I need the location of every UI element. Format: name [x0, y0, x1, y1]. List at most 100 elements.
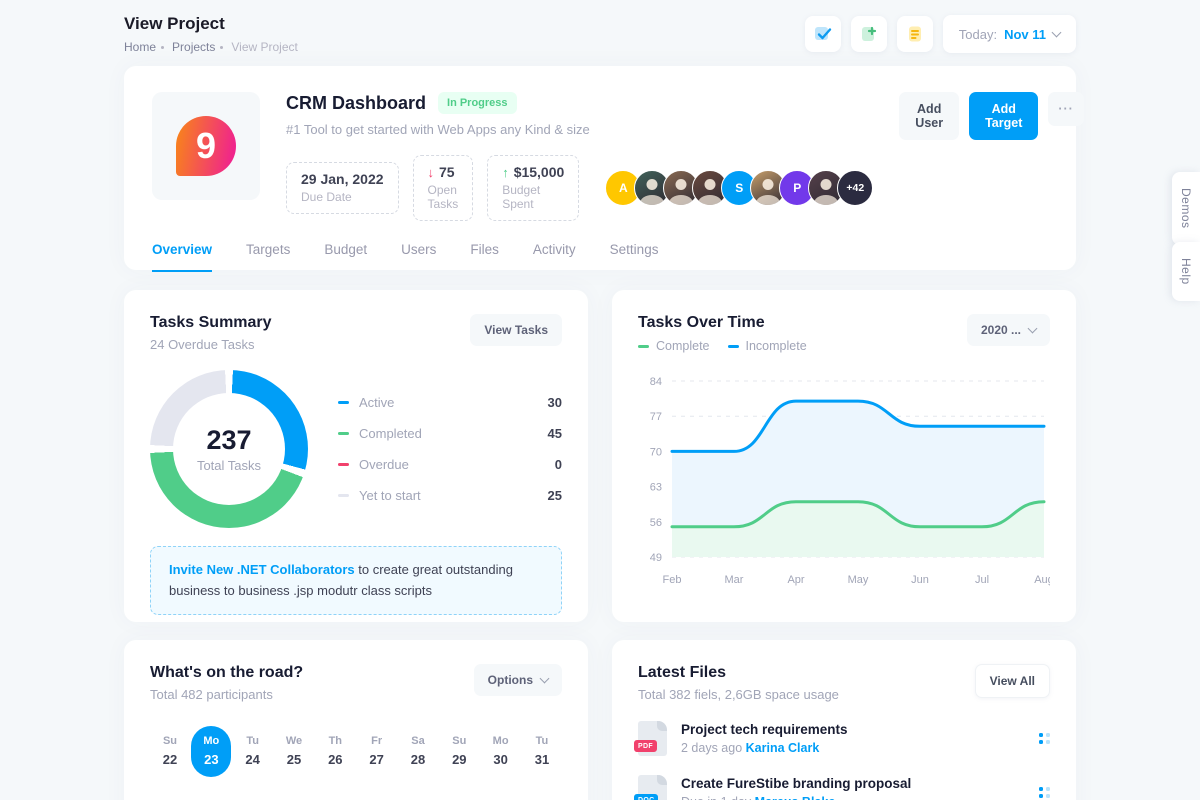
view-tasks-button[interactable]: View Tasks [470, 314, 562, 346]
tab-overview[interactable]: Overview [152, 227, 213, 272]
person-silhouette-icon [814, 195, 839, 205]
page-title: View Project [124, 14, 225, 33]
tasks-over-time-title: Tasks Over Time [638, 314, 765, 331]
svg-text:49: 49 [650, 552, 662, 564]
person-silhouette-icon [698, 195, 723, 205]
project-stat: 29 Jan, 2022 Due Date [286, 162, 399, 214]
legend-dash-icon [727, 344, 739, 348]
quick-add-file-button[interactable] [850, 16, 887, 52]
road-subtitle: Total 482 participants [150, 687, 273, 702]
donut-total-label: Total Tasks [196, 458, 262, 473]
page-header: View Project Home Projects View Project [124, 0, 1076, 66]
invite-collaborators-link[interactable]: Invite New .NET Collaborators [169, 562, 355, 577]
tab-targets[interactable]: Targets [246, 242, 291, 257]
day-number: 27 [369, 752, 384, 767]
file-row[interactable]: DOC Create FureStibe branding proposal Due… [634, 775, 1050, 800]
day-of-week: Su [452, 735, 467, 747]
legend-label: Incomplete [745, 339, 807, 353]
tab-files[interactable]: Files [470, 242, 499, 257]
legend-label: Active [359, 395, 395, 410]
legend-row: Completed 45 [338, 418, 562, 449]
project-name: CRM Dashboard [286, 92, 427, 113]
svg-text:May: May [848, 574, 869, 586]
day-number: 28 [410, 752, 426, 767]
chevron-down-icon [539, 673, 550, 683]
calendar-day-23[interactable]: Mo 23 [191, 726, 232, 777]
file-icon: PDF [634, 721, 667, 756]
day-of-week: Th [328, 735, 343, 747]
day-number: 26 [328, 752, 343, 767]
calendar-day-26[interactable]: Th 26 [315, 726, 355, 777]
avatar-more-count[interactable]: +42 [837, 170, 874, 206]
add-target-button[interactable]: Add Target [969, 92, 1039, 140]
breadcrumb-item[interactable]: Projects [172, 40, 216, 54]
avatar-group: A S P +42 [605, 170, 874, 206]
year-dropdown[interactable]: 2020 ... [966, 314, 1050, 346]
road-card: What's on the road? Total 482 participan… [124, 640, 588, 800]
legend-dash-icon [338, 432, 349, 435]
add-user-button[interactable]: Add User [899, 92, 960, 140]
calendar-day-22[interactable]: Su 22 [150, 726, 190, 777]
svg-text:Apr: Apr [787, 574, 804, 586]
help-side-tab[interactable]: Help [1172, 242, 1200, 301]
tab-settings[interactable]: Settings [609, 242, 659, 257]
person-silhouette-icon [820, 179, 832, 190]
file-menu-icon[interactable] [1039, 787, 1050, 798]
more-options-button[interactable]: ··· [1048, 92, 1084, 126]
stat-value: 29 Jan, 2022 [301, 171, 384, 187]
road-title: What's on the road? [150, 664, 304, 681]
avatar[interactable] [634, 170, 671, 206]
tab-users[interactable]: Users [401, 242, 437, 257]
calendar-strip: Su 22 Mo 23 Tu 24 We 25 Th 26 Fr 27 Sa 28 Su 29 Mo 30 Tu 31 [150, 726, 562, 777]
legend-value: 25 [547, 488, 562, 503]
tasks-donut-chart: 237 Total Tasks [150, 370, 308, 528]
avatar[interactable] [750, 170, 787, 206]
person-silhouette-icon [669, 195, 694, 205]
day-of-week: Mo [203, 735, 220, 747]
calendar-day-24[interactable]: Tu 24 [233, 726, 273, 777]
latest-files-title: Latest Files [638, 664, 727, 681]
file-row[interactable]: PDF Project tech requirements 2 days ago K… [634, 721, 1050, 756]
calendar-day-31[interactable]: Tu 31 [522, 726, 562, 777]
tab-activity[interactable]: Activity [532, 242, 576, 257]
day-number: 22 [162, 752, 178, 767]
day-number: 30 [493, 752, 508, 767]
calendar-day-25[interactable]: We 25 [274, 726, 314, 777]
calendar-day-29[interactable]: Su 29 [439, 726, 479, 777]
legend-row: Yet to start 25 [338, 480, 562, 511]
person-silhouette-icon [675, 179, 687, 190]
calendar-day-30[interactable]: Mo 30 [481, 726, 521, 777]
tab-budget[interactable]: Budget [324, 242, 368, 257]
calendar-day-28[interactable]: Sa 28 [398, 726, 438, 777]
breadcrumb: Home Projects View Project [124, 40, 298, 54]
legend-value: 30 [547, 395, 562, 410]
demos-side-tab[interactable]: Demos [1172, 172, 1200, 245]
today-label: Today: [958, 26, 998, 42]
file-list: PDF Project tech requirements 2 days ago K… [634, 721, 1050, 800]
person-silhouette-icon [704, 179, 716, 190]
file-author-link[interactable]: Karina Clark [745, 741, 820, 755]
file-author-link[interactable]: Marcus Blake [755, 795, 836, 800]
invite-notice: Invite New .NET Collaborators to create … [150, 546, 562, 615]
avatar[interactable] [808, 170, 845, 206]
svg-text:Jun: Jun [911, 574, 929, 586]
calendar-day-27[interactable]: Fr 27 [357, 726, 397, 777]
quick-notes-button[interactable] [896, 16, 933, 52]
file-menu-icon[interactable] [1039, 733, 1050, 744]
svg-text:70: 70 [650, 446, 662, 458]
file-title[interactable]: Project tech requirements [681, 722, 848, 737]
date-picker[interactable]: Today: Nov 11 [942, 15, 1076, 53]
stat-label: Open Tasks [427, 183, 459, 211]
svg-text:Jul: Jul [975, 574, 989, 586]
quick-tasks-button[interactable] [804, 16, 841, 52]
chart-legend: Complete Incomplete [638, 339, 807, 353]
legend-dash-icon [638, 344, 649, 348]
legend-item: Incomplete [727, 339, 807, 353]
view-all-button[interactable]: View All [974, 664, 1050, 698]
donut-total: 237 [206, 425, 252, 455]
tasks-summary-subtitle: 24 Overdue Tasks [150, 337, 255, 352]
file-title[interactable]: Create FureStibe branding proposal [681, 776, 912, 791]
legend-row: Overdue 0 [338, 449, 562, 480]
breadcrumb-item[interactable]: Home [124, 40, 157, 54]
options-dropdown[interactable]: Options [473, 664, 562, 696]
